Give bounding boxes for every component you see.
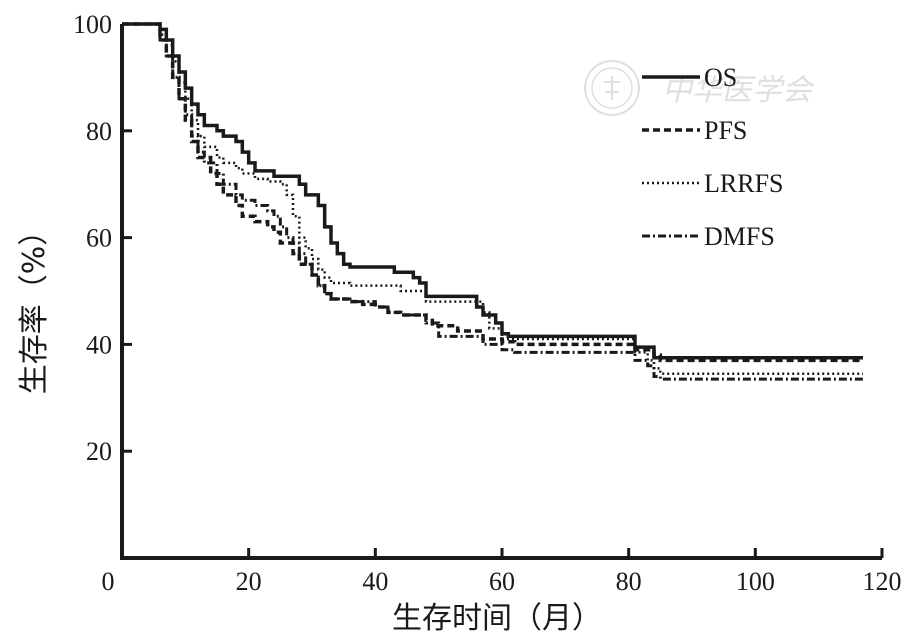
x-tick-label: 80 (616, 567, 642, 596)
y-tick-label: 60 (86, 224, 112, 253)
x-tick-label: 60 (489, 567, 515, 596)
series-line-lrrfs (122, 22, 863, 376)
x-tick-label: 20 (236, 567, 262, 596)
legend-label-dmfs: DMFS (704, 222, 775, 251)
legend: OS PFS LRRFS DMFS (642, 63, 784, 251)
y-axis-ticks: 20 40 60 80 100 (73, 10, 132, 466)
legend-label-pfs: PFS (704, 116, 747, 145)
x-axis-ticks: 0 20 40 60 80 100 120 (102, 548, 902, 596)
series-line-dmfs (122, 22, 863, 381)
society-seal-icon (584, 60, 640, 116)
y-axis-title: 生存率（%） (17, 216, 52, 395)
legend-label-os: OS (704, 63, 737, 92)
x-tick-label: 40 (362, 567, 388, 596)
x-tick-label: 120 (863, 567, 902, 596)
y-tick-label: 100 (73, 10, 112, 39)
x-axis-title: 生存时间（月） (392, 601, 602, 636)
x-tick-label: 0 (102, 567, 115, 596)
y-tick-label: 80 (86, 117, 112, 146)
series-layer (122, 22, 863, 381)
y-tick-label: 40 (86, 330, 112, 359)
legend-label-lrrfs: LRRFS (704, 169, 784, 198)
series-line-os (122, 22, 863, 360)
x-tick-label: 100 (736, 567, 775, 596)
watermark: 中华医学会 (584, 60, 815, 116)
y-tick-label: 20 (86, 437, 112, 466)
watermark-text: 中华医学会 (662, 73, 815, 108)
